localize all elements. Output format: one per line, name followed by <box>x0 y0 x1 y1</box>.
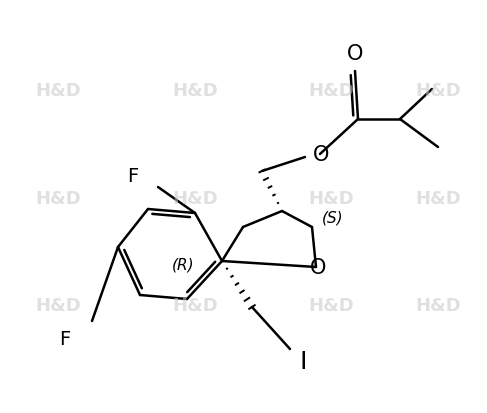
Text: O: O <box>313 145 329 165</box>
Text: H&D: H&D <box>172 297 218 315</box>
Text: H&D: H&D <box>172 82 218 100</box>
Text: (S): (S) <box>322 210 344 225</box>
Text: H&D: H&D <box>36 82 81 100</box>
Text: F: F <box>59 330 71 349</box>
Text: H&D: H&D <box>308 82 354 100</box>
Text: H&D: H&D <box>308 189 354 207</box>
Text: O: O <box>310 257 326 277</box>
Text: H&D: H&D <box>415 189 461 207</box>
Text: H&D: H&D <box>36 297 81 315</box>
Text: I: I <box>299 349 307 373</box>
Text: H&D: H&D <box>36 189 81 207</box>
Text: H&D: H&D <box>415 297 461 315</box>
Text: H&D: H&D <box>308 297 354 315</box>
Text: (R): (R) <box>171 257 194 272</box>
Text: O: O <box>347 44 363 64</box>
Text: H&D: H&D <box>415 82 461 100</box>
Text: F: F <box>128 167 139 186</box>
Text: H&D: H&D <box>172 189 218 207</box>
